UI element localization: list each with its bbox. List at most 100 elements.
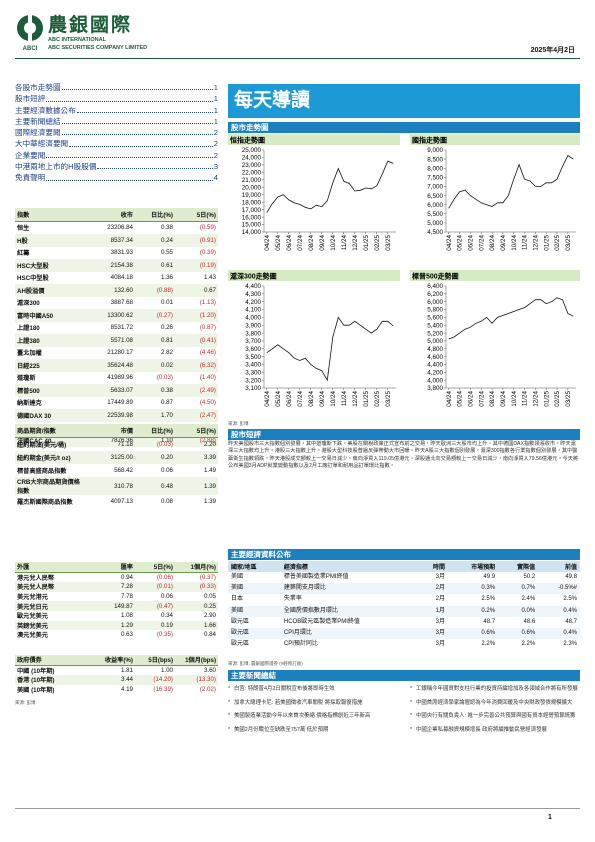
news-bullet: * bbox=[410, 713, 413, 719]
table-cell: 13300.62 bbox=[85, 309, 135, 322]
y-tick-label: 5,800 bbox=[427, 307, 443, 314]
table-cell: 22539.98 bbox=[85, 409, 135, 422]
table-cell: 4.19 bbox=[120, 686, 133, 694]
table-cell: 4084.18 bbox=[110, 274, 133, 282]
y-tick-label: 6,000 bbox=[427, 299, 443, 306]
table-row: 歐元兌美元 1.08 0.34 2.90 bbox=[15, 611, 218, 621]
footer-rule bbox=[15, 808, 580, 809]
news-text: 中國首席經濟學家論壇認為今年消費回暖及中央財政發債規模擴大 bbox=[416, 699, 573, 706]
toc-entry: 國際經濟要聞 2 bbox=[15, 127, 218, 138]
table-cell: 建築開支月環比 bbox=[280, 583, 418, 595]
table-cell: 3.60 bbox=[203, 666, 216, 674]
table-cell: 德國DAX 30 bbox=[15, 409, 85, 422]
y-tick-label: 14,000 bbox=[242, 229, 262, 236]
table-cell: 4097.13 bbox=[110, 498, 133, 505]
x-tick-label: 08/24 bbox=[489, 391, 496, 407]
table-cell: 0.25 bbox=[175, 601, 218, 611]
fx-table: 外匯 匯率 5日(%) 1個月(%) 港元兌人民幣 0.94 (0.06) (0.37) 美元兌… bbox=[15, 562, 218, 640]
y-tick-label: 5,500 bbox=[427, 211, 443, 218]
y-tick-label: 3,800 bbox=[427, 385, 443, 392]
table-cell: (0.39) bbox=[199, 249, 216, 257]
toc-page: 1 bbox=[213, 105, 218, 115]
table-row: 標普高盛商品指數 568.42 0.06 1.49 bbox=[15, 464, 218, 477]
y-tick-label: 7,000 bbox=[427, 184, 443, 191]
table-row: 港元兌人民幣 0.94 (0.06) (0.37) bbox=[15, 572, 218, 582]
table-row: 美國 全國房價指數月環比 1月 0.2% 0.0% 0.4% bbox=[228, 605, 580, 617]
x-tick-label: 11/24 bbox=[341, 235, 348, 251]
y-tick-label: 5,400 bbox=[427, 322, 443, 329]
y-tick-label: 3,700 bbox=[245, 338, 261, 345]
banner: 每天導讀 bbox=[228, 84, 580, 118]
table-cell: 港元兌人民幣 bbox=[17, 574, 55, 582]
y-tick-label: 8,000 bbox=[427, 165, 443, 172]
x-tick-label: 05/24 bbox=[457, 391, 464, 407]
table-cell: 2.2% bbox=[481, 641, 496, 648]
column-header: 經濟指標 bbox=[280, 561, 418, 572]
header-row: 外匯 匯率 5日(%) 1個月(%) bbox=[15, 562, 218, 573]
table-cell: 132.60 bbox=[85, 284, 135, 297]
table-cell: 美國 bbox=[228, 583, 281, 595]
table-row: 中國 (10年期) 1.81 1.00 3.60 bbox=[15, 665, 218, 675]
news-bullet: * bbox=[410, 686, 413, 692]
table-cell: 0.02 bbox=[135, 359, 175, 372]
table-cell: 中國 (10年期) bbox=[17, 667, 55, 675]
header-rule bbox=[15, 58, 580, 59]
column-header: 5日(bps) bbox=[135, 655, 175, 666]
y-tick-label: 6,200 bbox=[427, 291, 443, 298]
table-cell: 23206.84 bbox=[107, 224, 133, 232]
table-cell: 7.28 bbox=[85, 582, 135, 592]
toc-page: 1 bbox=[213, 116, 218, 126]
table-cell: (0.37) bbox=[199, 573, 216, 581]
header-row: 指數 收市 日比(%) 5日(%) bbox=[15, 208, 218, 222]
table-cell: 歐元區 bbox=[231, 641, 250, 648]
toc-leader bbox=[61, 127, 213, 136]
toc-entry: 股市短評 1 bbox=[15, 93, 218, 104]
table-row: 美元兌人民幣 7.28 (0.01) (0.33) bbox=[15, 582, 218, 592]
toc-leader bbox=[46, 150, 213, 159]
table-cell: 0.6% bbox=[498, 628, 539, 640]
table-cell: 日本 bbox=[231, 596, 244, 603]
column-header: 商品期貨/指數 bbox=[15, 424, 85, 438]
table-cell: 標普高盛商品指數 bbox=[17, 468, 67, 475]
toc-leader bbox=[97, 161, 213, 170]
table-cell: (2.49) bbox=[175, 384, 218, 397]
table-cell: (0.41) bbox=[175, 334, 218, 347]
table-cell: 1.08 bbox=[120, 612, 133, 620]
table-cell: 0.38 bbox=[135, 384, 175, 397]
y-tick-label: 23,000 bbox=[242, 162, 262, 169]
table-cell: 2.2% bbox=[521, 641, 536, 648]
column-header: 日比(%) bbox=[135, 208, 175, 222]
company-name: ABC INTERNATIONAL bbox=[48, 37, 106, 43]
news-text: 加拿大總理卡尼: 若美國徵收汽車關稅 將採取報復措施 bbox=[234, 699, 363, 706]
table-cell: (6.32) bbox=[175, 359, 218, 372]
column-header: 收市 bbox=[85, 208, 135, 222]
table-row: 富時中國A50 13300.62 (0.27) (1.20) bbox=[15, 309, 218, 322]
news-item: * 美國2月份職位空缺跌至757萬 低於預期 bbox=[228, 727, 398, 735]
y-tick-label: 25,000 bbox=[242, 147, 262, 154]
table-cell: 3月 bbox=[435, 574, 445, 580]
table-cell: (0.19) bbox=[175, 259, 218, 272]
line-chart: 滬深300走勢圖3,1003,2003,3003,4003,5003,6003,… bbox=[228, 270, 400, 407]
x-tick-label: 07/24 bbox=[478, 235, 485, 251]
table-row: 滬深300 3887.68 0.01 (1.13) bbox=[15, 297, 218, 310]
table-cell: 日經225 bbox=[15, 359, 85, 372]
table-cell: (1.40) bbox=[199, 374, 216, 382]
x-tick-label: 02/25 bbox=[554, 391, 561, 407]
x-tick-label: 07/24 bbox=[297, 391, 304, 407]
table-cell: 0.20 bbox=[135, 451, 175, 464]
toc-page: 1 bbox=[213, 94, 218, 104]
page-number: 1 bbox=[548, 814, 552, 821]
table-cell: 美元兌日元 bbox=[15, 601, 85, 611]
y-tick-label: 15,000 bbox=[242, 222, 262, 229]
table-cell: 48.7 bbox=[565, 618, 577, 625]
news-bullet: * bbox=[228, 686, 231, 692]
table-cell: (0.01) bbox=[135, 582, 175, 592]
table-cell: 英鎊兌美元 bbox=[15, 620, 85, 631]
table-cell: (0.88) bbox=[135, 284, 175, 297]
table-row: 恒生 23206.84 0.38 (0.59) bbox=[15, 221, 218, 234]
x-tick-label: 07/24 bbox=[297, 235, 304, 251]
table-cell: 1.39 bbox=[175, 477, 218, 495]
toc-entry: 免責聲明 4 bbox=[15, 172, 218, 183]
y-tick-label: 4,500 bbox=[427, 229, 443, 236]
